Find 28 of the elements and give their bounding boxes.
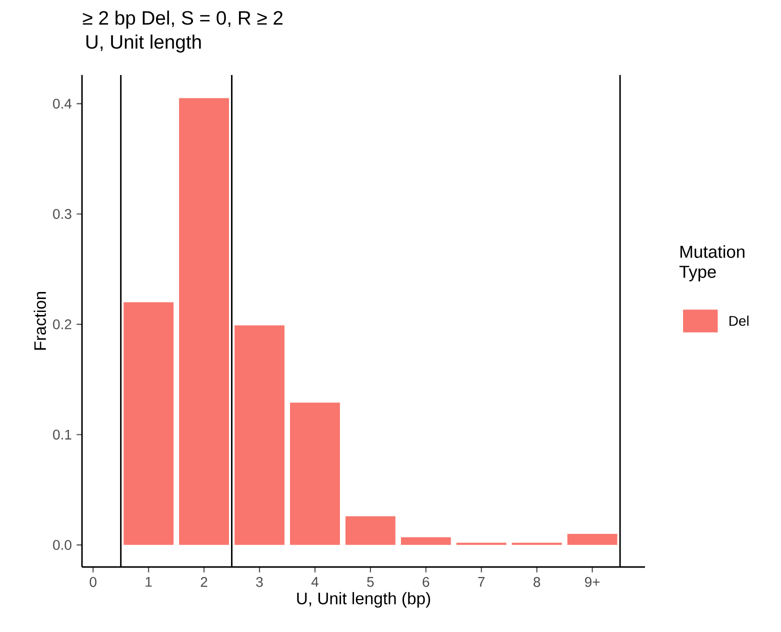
bar [567,534,618,545]
x-tick-label: 0 [90,577,96,587]
x-tick-label: 5 [367,577,374,587]
y-tick-label: 0.4 [53,98,72,109]
bar [234,325,284,545]
x-tick-label: 7 [478,577,485,587]
x-tick-label: 2 [200,577,208,587]
x-tick-label: 4 [311,577,318,587]
x-tick-label: 1 [146,577,152,587]
bar [290,402,340,545]
chart-subtitle: U, Unit length [86,34,201,53]
y-tick-label: 0.3 [53,209,72,219]
y-tick-label: 0.2 [53,319,72,330]
x-tick-label: 8 [534,577,540,587]
y-axis-title: Fraction [34,292,46,350]
legend-label: Del [730,316,748,326]
legend-title: Mutation Type [679,245,744,282]
bar [400,537,451,545]
x-tick-label: 3 [256,577,263,587]
y-tick-label: 0.1 [53,430,72,440]
y-tick-label: 0.0 [53,540,72,550]
chart-title: ≥ 2 bp Del, S = 0, R ≥ 2 [82,10,283,29]
bar [179,98,229,545]
bar [124,302,174,545]
x-tick-label: 6 [422,577,430,587]
x-axis-title: U, Unit length (bp) [297,592,430,608]
bar [345,516,396,545]
x-tick-label: 9+ [584,577,600,587]
